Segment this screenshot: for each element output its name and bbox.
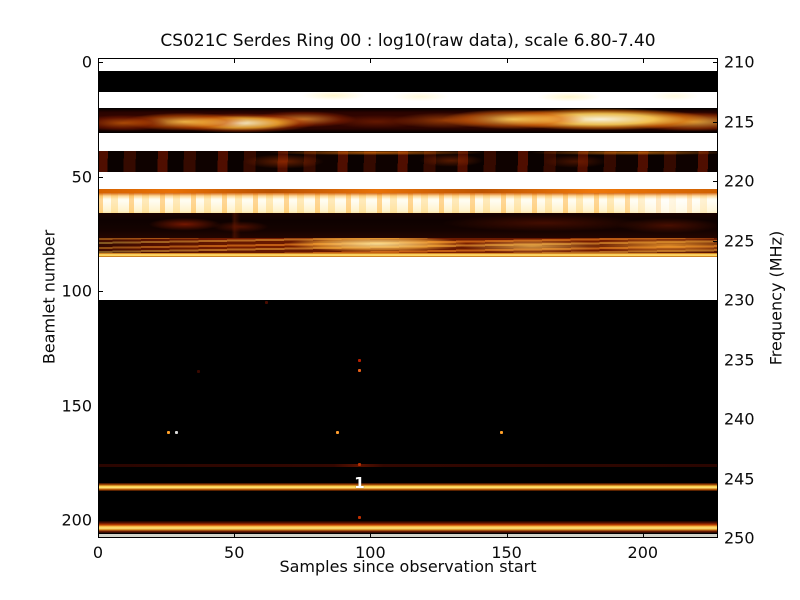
y-tick-label-left: 200	[61, 510, 92, 530]
tick-mark	[506, 58, 508, 63]
data-point	[358, 368, 361, 372]
x-tick-label: 50	[224, 543, 245, 562]
tick-mark	[713, 300, 718, 301]
x-axis-label: Samples since observation start	[279, 557, 537, 576]
heatmap-band-white-smudged	[98, 91, 718, 108]
tick-mark	[234, 533, 236, 538]
plot-title: CS021C Serdes Ring 00 : log10(raw data),…	[160, 31, 656, 51]
heatmap-band-white	[98, 171, 718, 190]
tick-mark	[713, 478, 718, 480]
y-tick-label-right: 240	[724, 409, 755, 429]
y-tick-label-right: 215	[724, 112, 755, 131]
heatmap-band-gray-row	[98, 534, 718, 538]
y-tick-label-right: 220	[724, 171, 755, 191]
data-point	[197, 369, 201, 373]
y-tick-label-left: 100	[61, 281, 92, 301]
y-tick-label-left: 150	[61, 396, 92, 415]
tick-mark	[370, 58, 372, 63]
heatmap-band-white	[98, 256, 718, 301]
heatmap-band-hline-bottom	[98, 520, 718, 533]
heatmap-band-darkmaroon	[98, 213, 718, 239]
x-tick-label: 200	[627, 543, 659, 562]
heatmap-band-fire2	[98, 238, 718, 254]
data-point	[358, 359, 361, 363]
tick-mark	[713, 537, 718, 538]
tick-mark	[642, 533, 644, 538]
y-tick-label-right: 210	[724, 52, 755, 72]
data-point	[175, 431, 179, 435]
heatmap-band-hline-darkred	[98, 463, 718, 468]
y-tick-label-right: 250	[724, 528, 755, 548]
heatmap-band-white	[98, 58, 718, 72]
tick-mark	[98, 533, 99, 538]
heatmap-band-black	[98, 71, 718, 92]
y-tick-label-left: 0	[81, 52, 92, 72]
tick-mark	[98, 62, 103, 63]
heatmap-band-fire	[98, 107, 718, 133]
heatmap-plot: 1	[98, 58, 718, 538]
y-tick-label-left: 50	[71, 167, 92, 186]
x-tick-label: 100	[355, 543, 386, 562]
tick-mark	[370, 533, 372, 538]
x-tick-label: 0	[92, 543, 104, 562]
data-point	[499, 431, 503, 435]
y-axis-label-right: Frequency (MHz)	[766, 230, 786, 366]
tick-mark	[713, 240, 718, 242]
tick-mark	[98, 176, 103, 178]
tick-mark	[642, 58, 644, 63]
data-point	[358, 463, 361, 467]
tick-mark	[713, 419, 718, 420]
heatmap-band-darkred	[98, 151, 718, 172]
heatmap-band-white	[98, 132, 718, 152]
tick-mark	[98, 291, 103, 292]
x-tick-label: 150	[491, 543, 522, 562]
heatmap-band-bright	[98, 192, 718, 214]
tick-mark	[506, 533, 508, 538]
y-tick-label-right: 245	[724, 469, 755, 488]
tick-mark	[713, 121, 718, 123]
heatmap-band-hline-yellow	[98, 482, 718, 491]
y-tick-label-right: 225	[724, 231, 755, 250]
data-point	[358, 516, 361, 520]
tick-mark	[713, 359, 718, 361]
heatmap-band-yellow-line	[98, 253, 718, 257]
tick-mark	[234, 58, 236, 63]
data-point	[167, 431, 171, 435]
tick-mark	[98, 520, 103, 521]
data-point	[265, 300, 269, 304]
tick-mark	[713, 181, 718, 182]
annotation-text: 1	[354, 474, 365, 493]
y-tick-label-right: 235	[724, 350, 755, 369]
heatmap-band-black	[98, 300, 718, 538]
tick-mark	[713, 62, 718, 63]
y-tick-label-right: 230	[724, 290, 755, 310]
heatmap-band-orange-line	[98, 189, 718, 193]
tick-mark	[98, 405, 103, 407]
data-point	[336, 431, 340, 435]
